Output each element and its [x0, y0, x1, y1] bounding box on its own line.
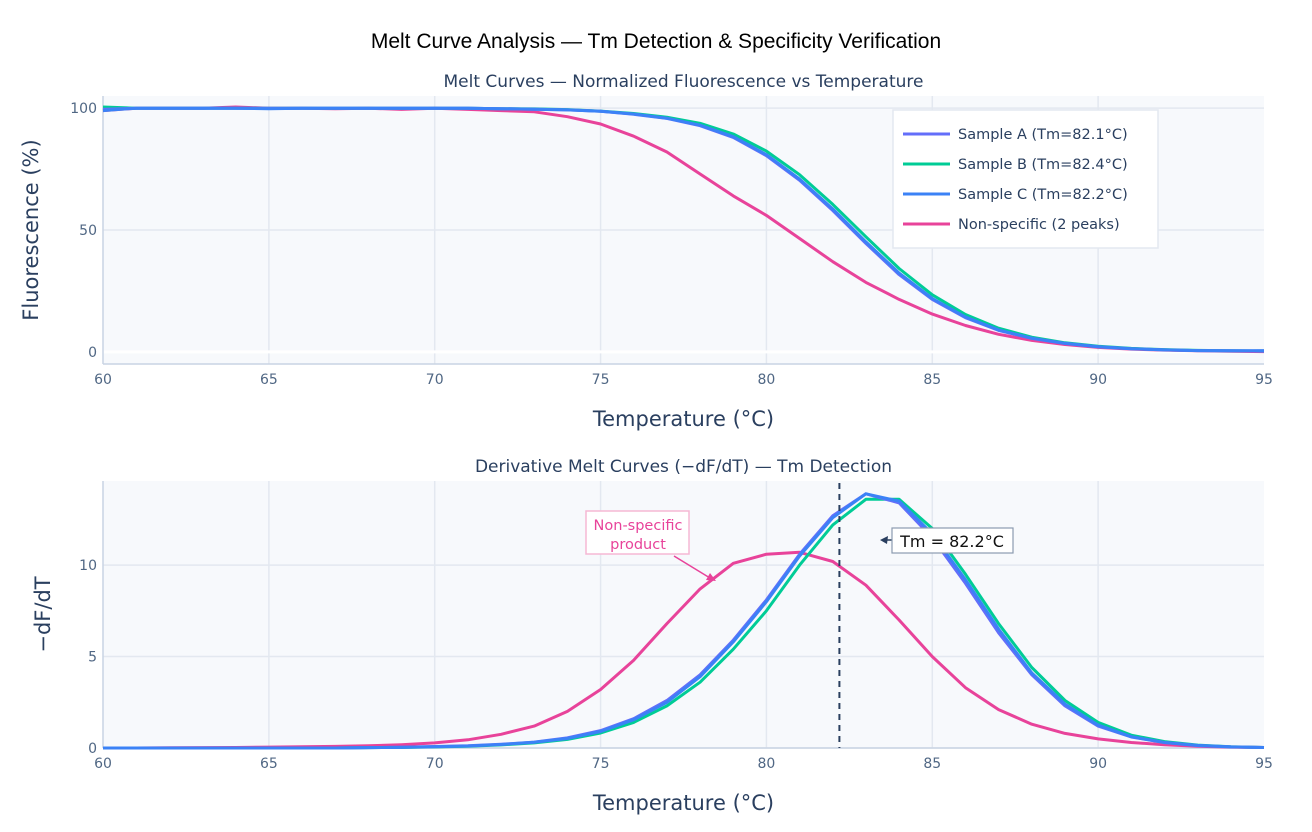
tm-label-box	[891, 527, 1014, 554]
x-tick-label: 65	[260, 372, 278, 388]
legend-item-nonspecific[interactable]: Non-specific (2 peaks)	[903, 217, 1120, 233]
subplot-title: Derivative Melt Curves (−dF/dT) — Tm Det…	[475, 457, 892, 477]
x-tick-label: 95	[1255, 756, 1273, 772]
x-tick-label: 90	[1089, 372, 1107, 388]
tm-annotation: Tm = 82.2°C	[880, 527, 1014, 554]
melt-curve-plot: 60 65 70 75 80 85 90 95 0 50 100 Melt Curves — Norm…	[19, 72, 1273, 431]
legend-label: Non-specific (2 peaks)	[958, 217, 1120, 233]
legend-label: Sample B (Tm=82.4°C)	[958, 157, 1128, 173]
x-tick-label: 80	[758, 372, 776, 388]
series-group	[102, 105, 1265, 354]
legend-item-sample_b[interactable]: Sample B (Tm=82.4°C)	[903, 157, 1128, 173]
x-tick-label: 70	[426, 756, 444, 772]
y-tick-label: 50	[79, 223, 97, 239]
series-line-sample_c	[103, 492, 1265, 750]
y-tick-label: 5	[88, 650, 97, 666]
subplot-title: Melt Curves — Normalized Fluorescence vs…	[444, 72, 924, 92]
legend-label: Sample C (Tm=82.2°C)	[958, 187, 1128, 203]
nonspecific-label-line2: product	[610, 537, 666, 553]
y-axis-title: −dF/dT	[31, 576, 55, 652]
legend-item-sample_c[interactable]: Sample C (Tm=82.2°C)	[903, 187, 1128, 203]
x-axis-title: Temperature (°C)	[592, 407, 774, 431]
x-tick-label: 60	[94, 756, 112, 772]
y-tick-label: 0	[88, 741, 97, 757]
x-tick-label: 70	[426, 372, 444, 388]
nonspecific-label-box	[585, 510, 690, 555]
x-tick-label: 85	[923, 756, 941, 772]
tm-arrowhead-icon	[880, 536, 888, 544]
x-axis-title: Temperature (°C)	[592, 791, 774, 815]
legend: Sample A (Tm=82.1°C) Sample B (Tm=82.4°C)…	[892, 109, 1159, 249]
nonspecific-label-line1: Non-specific	[594, 518, 683, 534]
x-tick-label: 65	[260, 756, 278, 772]
legend-label: Sample A (Tm=82.1°C)	[958, 127, 1128, 143]
x-tick-label: 75	[592, 756, 610, 772]
nonspecific-annotation: Non-specific product	[585, 510, 716, 581]
nonspecific-arrowhead-icon	[706, 573, 716, 581]
x-tick-label: 80	[758, 756, 776, 772]
figure-title: Melt Curve Analysis — Tm Detection & Spe…	[371, 30, 941, 53]
y-axis-title: Fluorescence (%)	[19, 139, 43, 320]
x-tick-label: 90	[1089, 756, 1107, 772]
y-tick-label: 10	[79, 558, 97, 574]
x-tick-label: 85	[923, 372, 941, 388]
nonspecific-arrow-line	[673, 555, 711, 579]
series-group	[103, 492, 1265, 750]
x-tick-label: 75	[592, 372, 610, 388]
x-tick-label: 60	[94, 372, 112, 388]
y-tick-label: 100	[70, 101, 97, 117]
y-tick-label: 0	[88, 345, 97, 361]
legend-item-sample_a[interactable]: Sample A (Tm=82.1°C)	[903, 127, 1128, 143]
series-line-sample_c	[102, 106, 1265, 353]
tm-label-text: Tm = 82.2°C	[899, 532, 1004, 551]
x-tick-label: 95	[1255, 372, 1273, 388]
derivative-plot: 60 65 70 75 80 85 90 95 0 5 10 Derivative Melt Curv…	[31, 457, 1273, 815]
